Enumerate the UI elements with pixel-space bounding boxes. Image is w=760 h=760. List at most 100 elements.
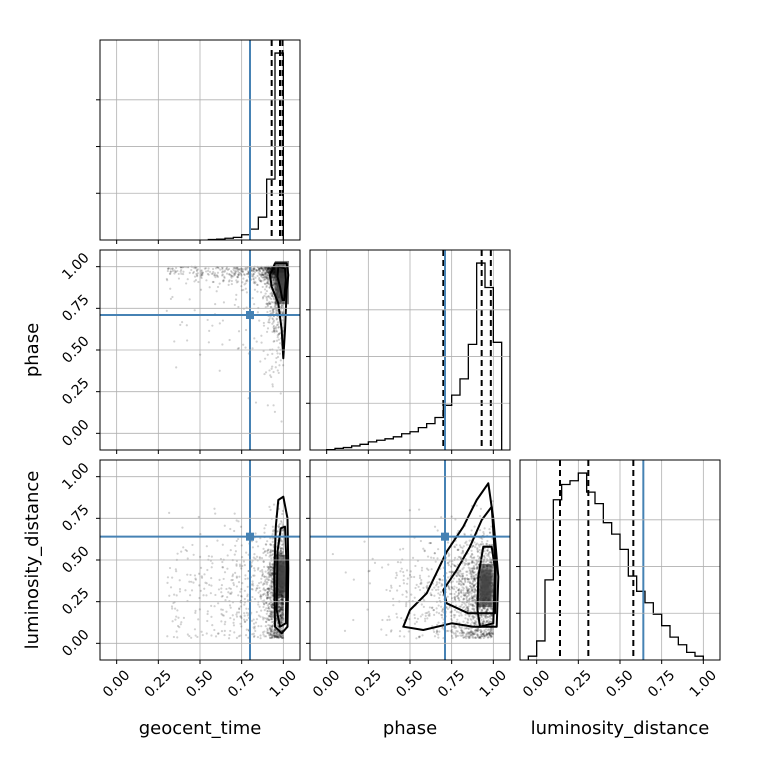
sample-point bbox=[468, 630, 471, 634]
sample-point bbox=[280, 598, 283, 601]
sample-point bbox=[274, 366, 277, 369]
sample-point bbox=[460, 629, 463, 632]
sample-point bbox=[474, 602, 477, 605]
sample-point bbox=[263, 288, 267, 291]
sample-point bbox=[270, 585, 273, 588]
sample-point bbox=[196, 268, 200, 271]
x-tick-label: 1.00 bbox=[267, 667, 300, 700]
y-tick-label: 0.75 bbox=[59, 292, 92, 325]
sample-point bbox=[438, 578, 441, 581]
sample-point bbox=[281, 612, 285, 616]
sample-point bbox=[465, 627, 468, 630]
sample-point bbox=[462, 620, 465, 623]
sample-point bbox=[214, 267, 218, 270]
sample-point bbox=[257, 591, 260, 594]
sample-point bbox=[265, 269, 268, 272]
sample-point bbox=[477, 629, 480, 632]
sample-point bbox=[463, 605, 466, 609]
sample-point bbox=[465, 585, 468, 588]
sample-point bbox=[488, 630, 491, 633]
sample-point bbox=[266, 302, 270, 305]
sample-point bbox=[266, 274, 269, 277]
sample-point bbox=[278, 607, 282, 611]
sample-point bbox=[212, 280, 215, 284]
sample-point bbox=[482, 633, 485, 636]
sample-point bbox=[472, 544, 475, 548]
sample-point bbox=[459, 580, 463, 583]
sample-point bbox=[239, 525, 243, 528]
sample-point bbox=[261, 593, 265, 596]
sample-point bbox=[262, 601, 265, 604]
sample-point bbox=[262, 633, 265, 636]
sample-point bbox=[276, 369, 279, 372]
sample-point bbox=[435, 611, 438, 614]
sample-point bbox=[476, 542, 479, 545]
sample-point bbox=[474, 636, 477, 640]
sample-point bbox=[479, 637, 482, 640]
sample-point bbox=[441, 627, 444, 630]
sample-point bbox=[200, 272, 203, 275]
sample-point bbox=[482, 614, 485, 617]
sample-point bbox=[269, 612, 273, 615]
sample-point bbox=[280, 634, 283, 638]
sample-point bbox=[252, 267, 255, 270]
sample-point bbox=[271, 276, 274, 280]
sample-point bbox=[260, 273, 263, 276]
sample-point bbox=[263, 272, 266, 275]
sample-point bbox=[489, 607, 492, 610]
sample-point bbox=[263, 527, 266, 530]
sample-point bbox=[258, 557, 261, 560]
sample-point bbox=[492, 632, 495, 636]
sample-point bbox=[462, 589, 465, 592]
sample-point bbox=[448, 553, 451, 556]
sample-point bbox=[455, 575, 458, 578]
sample-point bbox=[457, 582, 460, 586]
sample-point bbox=[174, 270, 177, 274]
sample-point bbox=[266, 549, 269, 553]
sample-point bbox=[240, 567, 243, 570]
sample-point bbox=[479, 633, 482, 636]
sample-point bbox=[278, 364, 281, 367]
contour-level-1 bbox=[276, 265, 287, 301]
sample-point bbox=[280, 304, 284, 307]
sample-point bbox=[395, 612, 398, 615]
sample-point bbox=[470, 586, 473, 589]
sample-point bbox=[268, 296, 271, 299]
sample-point bbox=[277, 602, 281, 605]
sample-point bbox=[468, 568, 471, 572]
panel-content bbox=[207, 40, 284, 240]
sample-point bbox=[221, 266, 224, 270]
sample-point bbox=[473, 629, 477, 632]
sample-point bbox=[418, 588, 422, 592]
sample-point bbox=[481, 623, 484, 626]
sample-point bbox=[455, 629, 458, 633]
sample-point bbox=[222, 270, 225, 273]
sample-point bbox=[368, 569, 371, 572]
sample-point bbox=[281, 548, 285, 551]
sample-point bbox=[262, 269, 265, 272]
sample-point bbox=[385, 588, 388, 592]
sample-point bbox=[413, 622, 417, 625]
sample-point bbox=[277, 325, 280, 329]
sample-point bbox=[269, 568, 272, 571]
sample-point bbox=[428, 614, 431, 617]
sample-point bbox=[469, 634, 473, 637]
sample-point bbox=[260, 273, 264, 276]
sample-point bbox=[255, 618, 259, 621]
sample-point bbox=[266, 268, 269, 271]
sample-point bbox=[281, 543, 285, 546]
sample-point bbox=[485, 610, 488, 613]
sample-point bbox=[474, 599, 477, 602]
sample-point bbox=[473, 633, 476, 636]
sample-point bbox=[481, 609, 484, 612]
sample-point bbox=[449, 592, 452, 595]
sample-point bbox=[268, 267, 271, 271]
sample-point bbox=[267, 624, 270, 627]
sample-point bbox=[469, 570, 472, 573]
sample-point bbox=[461, 574, 464, 577]
sample-point bbox=[259, 280, 263, 283]
sample-point bbox=[486, 549, 489, 552]
sample-point bbox=[250, 564, 253, 568]
sample-point bbox=[466, 609, 469, 613]
sample-point bbox=[275, 317, 278, 320]
